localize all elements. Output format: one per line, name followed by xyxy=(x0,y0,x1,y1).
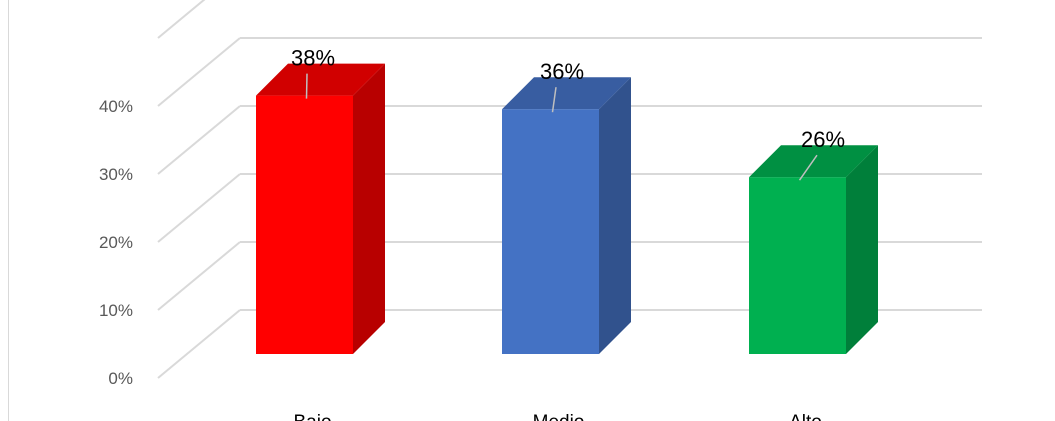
data-labels: 38% 36% 26% xyxy=(291,46,845,181)
gridline-diagonal xyxy=(157,0,206,39)
y-tick-label: 40% xyxy=(99,97,133,116)
bar-side xyxy=(846,145,878,354)
y-tick-label: 30% xyxy=(99,165,133,184)
x-category-label: Medio xyxy=(533,412,585,421)
y-tick-label: 20% xyxy=(99,233,133,252)
bar-medio xyxy=(502,77,631,354)
data-label: 38% xyxy=(291,46,335,71)
data-label-leader xyxy=(305,73,308,99)
chart-frame-border xyxy=(8,0,9,421)
bars xyxy=(256,63,878,354)
x-category-label: Alto xyxy=(789,412,822,421)
gridline-diagonal xyxy=(157,173,241,243)
data-label: 36% xyxy=(540,59,584,84)
bar-front xyxy=(749,177,846,354)
gridline-diagonal xyxy=(157,309,241,379)
x-category-label: Bajo xyxy=(293,412,331,421)
gridline-diagonal xyxy=(157,105,241,175)
bar-front xyxy=(502,109,599,354)
bar-top xyxy=(256,63,385,96)
bar-side xyxy=(599,77,631,354)
data-label-leader xyxy=(798,154,818,181)
y-tick-label: 0% xyxy=(108,369,133,388)
gridline-diagonal xyxy=(157,241,241,311)
x-axis-categories: Bajo Medio Alto xyxy=(293,412,821,421)
bar-bajo xyxy=(256,63,385,354)
bar-side xyxy=(353,63,385,354)
bar-front xyxy=(256,95,353,354)
data-label-leader xyxy=(551,87,557,113)
bar-alto xyxy=(749,145,878,354)
y-axis-ticks: 0% 10% 20% 30% 40% xyxy=(99,97,133,388)
y-tick-label: 10% xyxy=(99,301,133,320)
data-label: 26% xyxy=(801,127,845,152)
gridline-diagonal xyxy=(157,37,241,107)
bar-top xyxy=(502,77,631,110)
